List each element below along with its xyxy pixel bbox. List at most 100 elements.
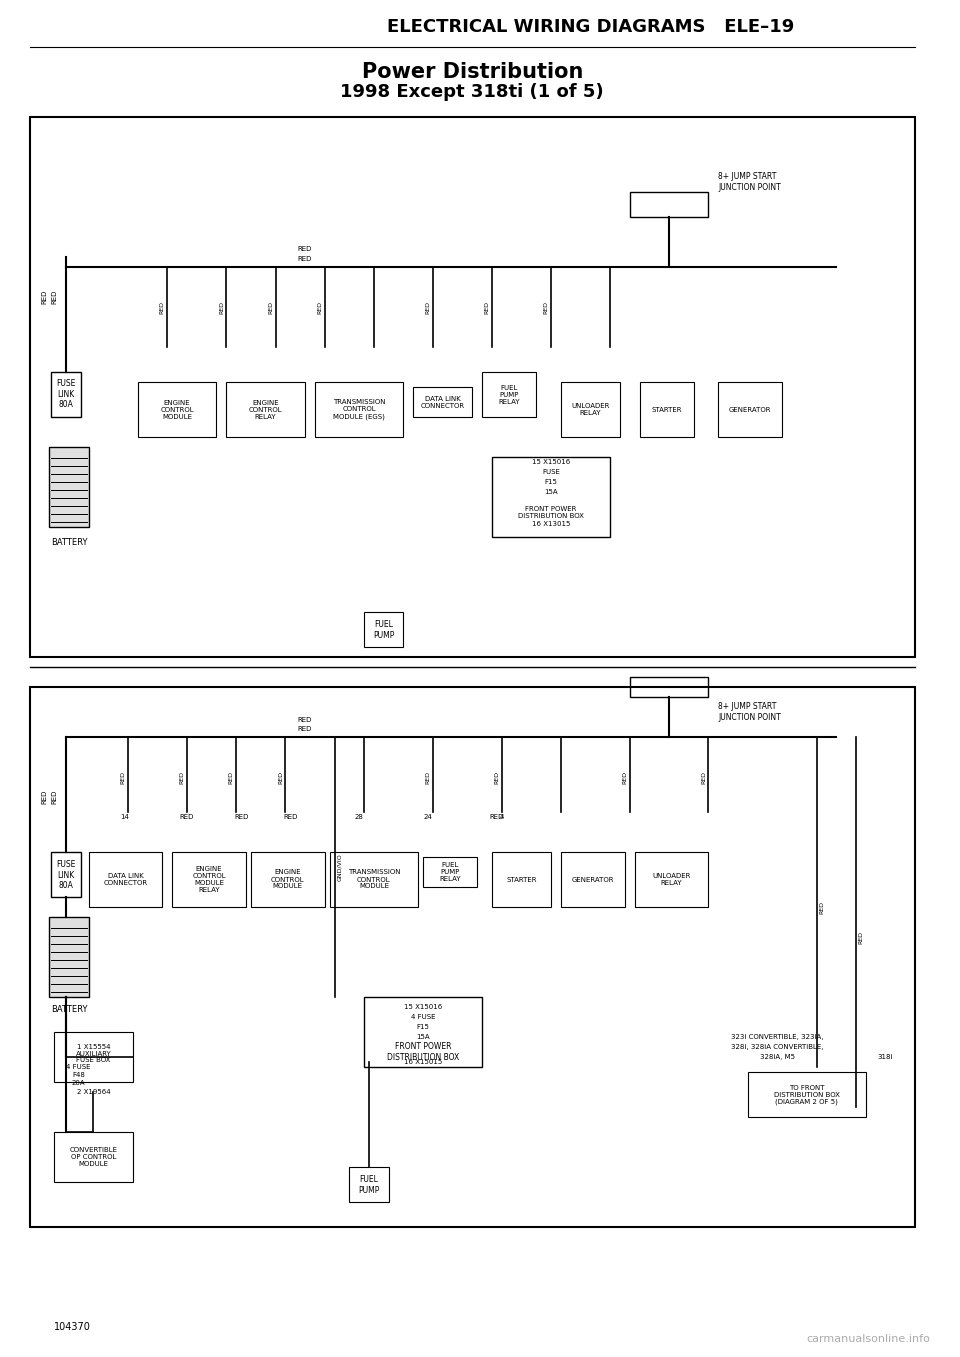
Bar [227,383,305,437]
Text: RED: RED [543,300,548,313]
Text: RED: RED [858,931,863,943]
Bar [54,1132,132,1182]
Text: RED: RED [622,771,627,783]
Text: TO FRONT
DISTRIBUTION BOX
(DIAGRAM 2 OF 5): TO FRONT DISTRIBUTION BOX (DIAGRAM 2 OF … [774,1084,840,1105]
Bar [718,383,782,437]
Text: 1 X15554: 1 X15554 [77,1044,110,1050]
Text: 15A: 15A [417,1034,430,1039]
Text: ELECTRICAL WIRING DIAGRAMS   ELE–19: ELECTRICAL WIRING DIAGRAMS ELE–19 [387,18,794,37]
Bar [639,383,694,437]
Text: FRONT POWER
DISTRIBUTION BOX: FRONT POWER DISTRIBUTION BOX [387,1042,459,1061]
Text: RED: RED [494,771,499,783]
Text: DATA LINK
CONNECTOR: DATA LINK CONNECTOR [420,395,465,408]
Text: DATA LINK
CONNECTOR: DATA LINK CONNECTOR [104,873,148,886]
Bar [49,917,88,997]
Text: RED: RED [41,790,47,805]
Text: RED: RED [160,300,165,313]
Bar [329,852,419,906]
Bar [49,446,88,527]
Text: 328i, 328iA CONVERTIBLE,: 328i, 328iA CONVERTIBLE, [732,1044,824,1050]
Bar [748,1072,866,1117]
Text: 4 FUSE: 4 FUSE [411,1014,436,1020]
Text: UNLOADER
RELAY: UNLOADER RELAY [571,403,610,417]
Text: FUSE: FUSE [542,470,560,475]
Text: 28: 28 [354,814,364,820]
Text: 318i: 318i [877,1054,894,1060]
Text: RED: RED [234,814,249,820]
Text: RED: RED [485,300,490,313]
Text: 14: 14 [121,814,130,820]
Text: 8+ JUMP START
JUNCTION POINT: 8+ JUMP START JUNCTION POINT [718,172,781,191]
Bar [30,687,915,1227]
Bar [561,383,620,437]
Bar [630,677,708,697]
Text: RED: RED [490,814,504,820]
Text: RED: RED [283,814,298,820]
Text: RED: RED [425,771,430,783]
Text: FUEL
PUMP
RELAY: FUEL PUMP RELAY [440,862,461,882]
Text: RED: RED [121,771,126,783]
Text: carmanualsonline.info: carmanualsonline.info [806,1334,931,1343]
Text: RED: RED [180,814,194,820]
Text: BATTERY: BATTERY [51,537,87,547]
Text: 15A: 15A [544,489,558,495]
Text: RED: RED [298,716,312,723]
Bar [51,852,81,897]
Text: 20A: 20A [72,1080,85,1086]
Text: 8+ JUMP START
JUNCTION POINT: 8+ JUMP START JUNCTION POINT [718,703,781,722]
Bar [492,457,610,537]
Text: RED: RED [268,300,273,313]
Bar [137,383,216,437]
Text: FUEL
PUMP: FUEL PUMP [358,1175,380,1194]
Bar [635,852,708,906]
Text: F15: F15 [544,479,558,484]
Text: STARTER: STARTER [506,877,537,882]
Text: RED: RED [701,771,706,783]
Text: FUEL
PUMP
RELAY: FUEL PUMP RELAY [498,384,520,404]
Text: 323i CONVERTIBLE, 323iA,: 323i CONVERTIBLE, 323iA, [732,1034,824,1039]
Text: FUEL
PUMP: FUEL PUMP [373,620,395,639]
Text: RED: RED [41,290,47,304]
Text: GENERATOR: GENERATOR [571,877,614,882]
Text: 15 X15016: 15 X15016 [404,1004,443,1010]
Text: 2 X19564: 2 X19564 [77,1090,110,1095]
Bar [315,383,403,437]
Text: ENGINE
CONTROL
MODULE: ENGINE CONTROL MODULE [271,870,304,889]
Bar [349,1167,389,1202]
Text: RED: RED [51,290,57,304]
Text: FUSE
LINK
80A: FUSE LINK 80A [57,860,76,890]
Text: ENGINE
CONTROL
MODULE
RELAY: ENGINE CONTROL MODULE RELAY [192,866,226,893]
Text: 4: 4 [499,814,504,820]
Bar [492,852,551,906]
Bar [54,1033,132,1082]
Text: RED: RED [318,300,323,313]
Text: FRONT POWER
DISTRIBUTION BOX: FRONT POWER DISTRIBUTION BOX [518,506,584,518]
Text: 16 X13015: 16 X13015 [532,521,570,527]
Text: ENGINE
CONTROL
RELAY: ENGINE CONTROL RELAY [249,399,282,419]
Text: RED: RED [298,246,312,252]
Text: TRANSMISSION
CONTROL
MODULE: TRANSMISSION CONTROL MODULE [348,870,400,889]
Text: RED: RED [219,300,224,313]
Text: 16 X15015: 16 X15015 [404,1058,443,1065]
Text: RED: RED [298,256,312,262]
Bar [413,387,472,417]
Bar [364,612,403,647]
Text: 15 X15016: 15 X15016 [532,459,570,465]
Bar [251,852,324,906]
Text: F48: F48 [72,1072,85,1077]
Text: RED: RED [180,771,184,783]
Text: BATTERY: BATTERY [51,1004,87,1014]
Text: 4 FUSE: 4 FUSE [66,1064,91,1071]
Bar [364,997,482,1067]
Text: 328iA, M5: 328iA, M5 [760,1054,795,1060]
Bar [88,852,162,906]
Bar [630,191,708,217]
Bar [30,117,915,657]
Text: FUSE
LINK
80A: FUSE LINK 80A [57,379,76,408]
Text: Power Distribution: Power Distribution [362,62,583,81]
Text: TRANSMISSION
CONTROL
MODULE (EGS): TRANSMISSION CONTROL MODULE (EGS) [333,399,385,419]
Bar [482,372,537,417]
Bar [423,858,477,887]
Text: 104370: 104370 [54,1322,91,1333]
Text: 24: 24 [423,814,432,820]
